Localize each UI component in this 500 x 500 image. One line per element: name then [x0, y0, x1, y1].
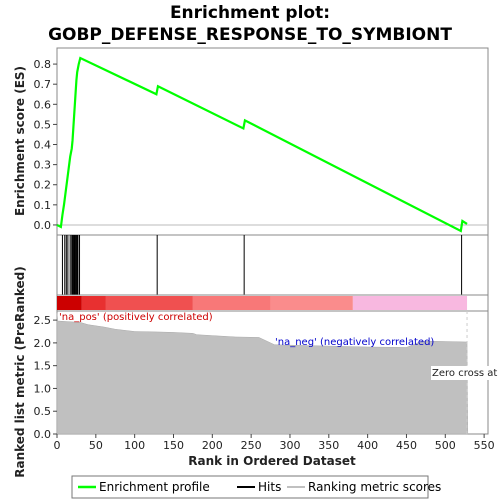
zero-cross-label: Zero cross at [432, 368, 497, 379]
legend-label-hits: Hits [258, 480, 281, 494]
chart-title-line-2: GOBP_DEFENSE_RESPONSE_TO_SYMBIONT [48, 25, 452, 45]
x-tick-label: 500 [435, 439, 456, 452]
x-tick-label: 200 [202, 439, 223, 452]
metric-panel: 0.0 0.5 1.0 1.5 2.0 2.5 0 50 100 150 200 250 300 350… [13, 266, 497, 478]
metric-y-tick-label: 0.5 [34, 405, 52, 418]
es-y-tick-label: 0.6 [34, 98, 52, 111]
hits-panel [56, 234, 489, 296]
es-y-tick-label: 0.0 [34, 219, 52, 232]
x-tick-label: 450 [396, 439, 417, 452]
colorbar-segment [270, 296, 353, 310]
metric-y-tick-label: 0.0 [34, 428, 52, 441]
es-y-tick-label: 0.2 [34, 179, 52, 192]
es-panel: 0.0 0.1 0.2 0.3 0.4 0.5 0.6 0.7 0.8 Enrichment s… [13, 47, 489, 236]
hit-marks [61, 235, 463, 295]
x-tick-label: 0 [54, 439, 61, 452]
zero-cross-label-bg [431, 366, 491, 380]
x-tick-label: 550 [474, 439, 495, 452]
metric-y-axis-label: Ranked list metric (PreRanked) [13, 266, 27, 478]
es-y-axis-label: Enrichment score (ES) [13, 66, 27, 216]
metric-x-ticks: 0 50 100 150 200 250 300 350 400 450 500 550 [54, 434, 495, 452]
hits-panel-frame [56, 234, 489, 296]
legend: Enrichment profile Hits Ranking metric s… [71, 475, 441, 499]
metric-y-ticks: 0.0 0.5 1.0 1.5 2.0 2.5 [34, 314, 57, 441]
es-panel-frame [56, 47, 489, 236]
colorbar-segment [192, 296, 271, 310]
es-y-tick-label: 0.7 [34, 78, 52, 91]
metric-y-tick-label: 2.5 [34, 314, 52, 327]
legend-label-enrichment-profile: Enrichment profile [99, 480, 210, 494]
pos-correlated-label: 'na_pos' (positively correlated) [59, 312, 213, 323]
es-y-tick-label: 0.1 [34, 199, 52, 212]
es-y-tick-label: 0.5 [34, 118, 52, 131]
es-y-tick-label: 0.3 [34, 159, 52, 172]
colorbar-segment [81, 296, 106, 310]
x-tick-label: 300 [279, 439, 300, 452]
metric-y-tick-label: 2.0 [34, 337, 52, 350]
x-tick-label: 150 [163, 439, 184, 452]
enrichment-profile-line [56, 56, 468, 233]
x-axis-label: Rank in Ordered Dataset [188, 454, 356, 468]
x-tick-label: 400 [357, 439, 378, 452]
legend-label-ranking-metric: Ranking metric scores [308, 480, 441, 494]
colorbar-segments [57, 296, 468, 310]
x-tick-label: 100 [124, 439, 145, 452]
colorbar-segment [352, 296, 468, 310]
x-tick-label: 250 [241, 439, 262, 452]
colorbar-segment [105, 296, 193, 310]
neg-correlated-label: 'na_neg' (negatively correlated) [275, 337, 434, 348]
rank-colorbar [56, 294, 489, 312]
x-tick-label: 350 [318, 439, 339, 452]
es-y-ticks: 0.0 0.1 0.2 0.3 0.4 0.5 0.6 0.7 0.8 [34, 58, 57, 232]
chart-title-line-1: Enrichment plot: [170, 3, 330, 23]
x-tick-label: 50 [89, 439, 103, 452]
es-y-tick-label: 0.4 [34, 139, 52, 152]
es-y-tick-label: 0.8 [34, 58, 52, 71]
ranking-metric-area [56, 313, 469, 435]
metric-y-tick-label: 1.5 [34, 360, 52, 373]
metric-y-tick-label: 1.0 [34, 382, 52, 395]
colorbar-segment [57, 296, 82, 310]
